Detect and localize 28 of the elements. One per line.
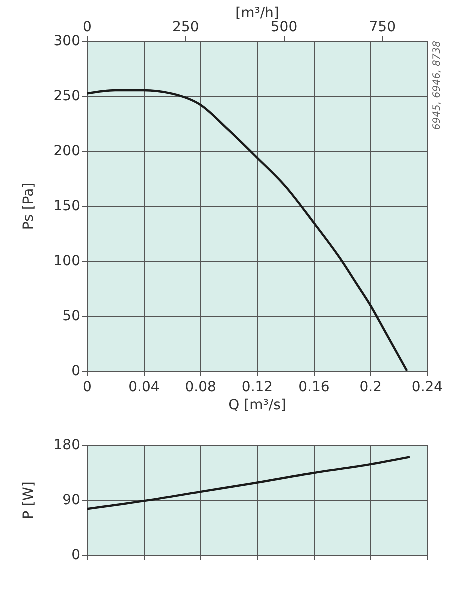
- y-tick-label: 100: [54, 254, 80, 270]
- y-tick-label: 0: [72, 548, 80, 564]
- x-tick-label: 0.04: [128, 380, 160, 396]
- x-tick-label: 0.08: [185, 380, 216, 396]
- y-tick-label: 0: [72, 364, 80, 380]
- line-series: [87, 456, 412, 510]
- line-series: [87, 89, 408, 371]
- x-tick-label: 0.24: [412, 380, 444, 396]
- x-tick-label: 0: [83, 380, 92, 396]
- y-tick-label: 150: [54, 198, 80, 214]
- y-tick-label: 50: [62, 308, 80, 324]
- x2-axis-title: [m³/h]: [236, 6, 280, 22]
- y-tick-label: 200: [54, 144, 80, 160]
- x-axis-title: Q [m³/s]: [228, 398, 286, 414]
- x2-tick-label: 500: [270, 20, 298, 36]
- x2-tick-label: 750: [369, 20, 396, 36]
- y-tick-label: 90: [62, 492, 80, 508]
- x2-tick-label: 0: [83, 20, 92, 36]
- x2-tick-label: 250: [172, 20, 200, 36]
- y-axis-title: Ps [Pa]: [20, 182, 37, 230]
- y-axis-title: P [W]: [20, 482, 37, 520]
- y-tick-label: 180: [54, 438, 80, 454]
- x-tick-label: 0.16: [298, 380, 330, 396]
- y-tick-label: 300: [54, 34, 80, 50]
- x-tick-label: 0.2: [360, 380, 382, 396]
- text: 6945, 6946, 8738: [432, 41, 443, 130]
- x-tick-label: 0.12: [242, 380, 274, 396]
- y-tick-label: 250: [54, 88, 80, 104]
